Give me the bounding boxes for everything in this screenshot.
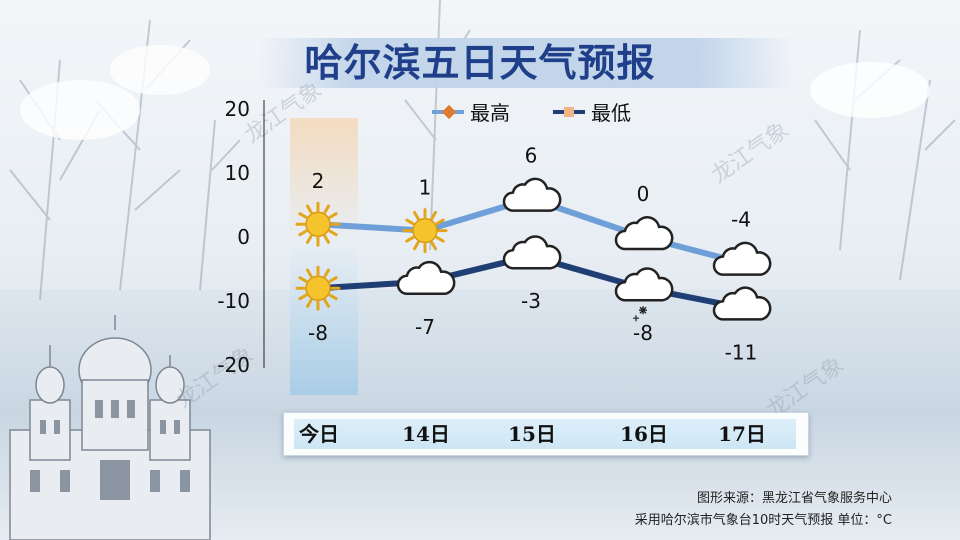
sun-ray: [405, 218, 415, 226]
today-highlight-band: [290, 118, 358, 395]
cloud-icon: [502, 235, 562, 270]
sun-ray: [306, 204, 313, 214]
sun-ray: [413, 210, 420, 220]
sun-disc: [305, 211, 331, 237]
x-tick-label: 今日: [299, 422, 339, 446]
sun-icon: [295, 265, 341, 311]
title-band: [258, 38, 794, 88]
sun-ray: [323, 268, 330, 278]
sun-ray: [323, 234, 330, 244]
data-label-high: 1: [419, 176, 432, 200]
cloud-icon: [502, 177, 562, 212]
cloud-shape: [712, 241, 772, 276]
data-label-high: 2: [312, 169, 325, 193]
sun-ray: [298, 212, 308, 219]
day-axis-bar: 今日 14日 15日 16日 17日: [283, 412, 809, 456]
y-tick-label: 0: [237, 225, 250, 249]
cloud-shape: [502, 235, 562, 270]
sun-ray: [306, 268, 313, 278]
data-label-low: -7: [415, 315, 435, 339]
footer-note: 采用哈尔滨市气象台10时天气预报 单位：°C: [634, 513, 892, 528]
y-tick-label: -10: [217, 289, 250, 313]
sun-ray: [298, 276, 308, 283]
sun-ray: [328, 276, 338, 283]
data-label-low: -8: [308, 321, 328, 345]
snowflake-mark: [639, 306, 647, 315]
cloud-snow-icon: [614, 267, 674, 322]
footer: 图形来源：黑龙江省气象服务中心 采用哈尔滨市气象台10时天气预报 单位：°C: [635, 488, 892, 532]
sun-ray: [323, 298, 330, 308]
cloud-icon: [614, 216, 674, 251]
sun-ray: [430, 241, 437, 251]
sun-disc: [305, 275, 331, 301]
cloud-icon: [712, 241, 772, 276]
sun-ray: [306, 298, 313, 308]
data-label-high: 0: [637, 182, 650, 206]
data-label-low: -11: [725, 340, 758, 364]
data-label-high: -4: [731, 208, 751, 232]
data-label-high: 6: [525, 144, 538, 168]
data-label-low: -8: [633, 321, 653, 345]
sun-ray: [298, 229, 308, 237]
cloud-shape: [396, 260, 456, 296]
sun-ray: [435, 236, 445, 243]
data-label-low: -3: [521, 289, 541, 313]
x-tick-label: 14日: [402, 422, 450, 446]
page-title: 哈尔滨五日天气预报: [304, 41, 656, 85]
day-axis-bar-inner: [294, 419, 796, 449]
sun-ray: [328, 293, 338, 301]
cloud-shape: [614, 267, 674, 302]
sun-icon: [402, 208, 448, 254]
x-tick-label: 15日: [508, 422, 556, 446]
sun-ray: [323, 204, 330, 214]
sun-disc: [412, 217, 438, 244]
y-tick-label: 20: [225, 97, 250, 121]
legend-high-marker: [441, 104, 457, 120]
legend-high-label: 最高: [470, 101, 510, 125]
sun-ray: [435, 218, 445, 226]
x-tick-label: 17日: [718, 422, 766, 446]
x-tick-label: 16日: [620, 422, 668, 446]
sun-ray: [430, 210, 437, 220]
cathedral-illustration: [9, 315, 211, 540]
cloud-icon: [396, 260, 456, 296]
sun-ray: [306, 234, 313, 244]
legend-low-label: 最低: [591, 101, 631, 125]
cloud-icon: [712, 286, 772, 321]
snowflake-mark: [633, 315, 639, 322]
y-tick-label: 10: [225, 161, 250, 185]
sun-ray: [405, 236, 415, 243]
y-tick-label: -20: [217, 353, 250, 377]
sun-ray: [298, 293, 308, 301]
legend-low-marker: [564, 107, 574, 117]
sun-ray: [328, 212, 338, 219]
cloud-shape: [614, 216, 674, 251]
sun-icon: [295, 201, 341, 247]
footer-source: 图形来源：黑龙江省气象服务中心: [696, 491, 892, 506]
cloud-shape: [712, 286, 772, 321]
sun-ray: [328, 229, 338, 237]
sun-ray: [413, 241, 420, 251]
cloud-shape: [502, 177, 562, 212]
